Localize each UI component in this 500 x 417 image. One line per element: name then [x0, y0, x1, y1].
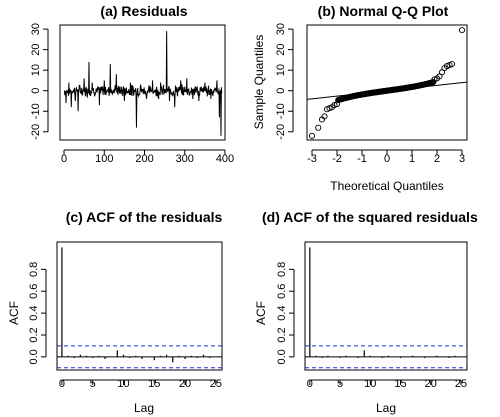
acf-residuals-x-tick-label: 20: [179, 378, 191, 390]
qq-y-tick-label: -20: [275, 124, 287, 140]
qq-y-tick-label: 20: [275, 44, 287, 56]
acf-squared-y-tick-label: 0.2: [276, 327, 288, 342]
qq-point: [308, 132, 316, 139]
qq-x-tick-label: 1: [409, 153, 415, 165]
residuals-x-tick-label: 0: [61, 153, 67, 165]
qq-ylabel: Sample Quantiles: [252, 35, 266, 130]
qq-point: [315, 124, 322, 131]
acf-squared-y-tick-label: 0.0: [276, 349, 288, 364]
panel-qq: (b) Normal Q-Q Plot Theoretical Quantile…: [252, 3, 468, 193]
acf-residuals-y-tick-label: 0.0: [28, 349, 40, 364]
qq-point: [321, 113, 328, 120]
residuals-x-tick-label: 300: [176, 153, 194, 165]
acf-squared-xlabel: Lag: [376, 401, 396, 415]
acf-residuals-y-tick-label: 0.2: [28, 327, 40, 342]
acf-residuals-y-tick-label: 0.6: [28, 284, 40, 299]
qq-xlabel: Theoretical Quantiles: [330, 179, 443, 193]
acf-residuals-x-tick-label: 10: [117, 378, 129, 390]
qq-y-tick-label: 30: [275, 23, 287, 35]
acf-squared-x-tick-label: 25: [455, 378, 467, 390]
acf-residuals-ylabel: ACF: [7, 301, 21, 325]
qq-point: [448, 60, 456, 68]
qq-x-tick-label: 3: [459, 153, 465, 165]
acf-residuals-xlabel: Lag: [134, 401, 154, 415]
acf-squared-y-tick-label: 0.4: [276, 305, 288, 320]
acf-residuals-y-tick-label: 0.4: [28, 305, 40, 320]
qq-x-tick-label: 0: [384, 153, 390, 165]
acf-residuals-x-tick-label: 0: [59, 378, 65, 390]
qq-x-tick-label: -1: [357, 153, 367, 165]
acf-residuals-y-tick-label: 0.8: [28, 262, 40, 277]
qq-y-tick-label: 0: [275, 88, 287, 94]
qq-plot-box: [306, 24, 468, 141]
qq-y-tick-label: -10: [275, 103, 287, 119]
residuals-y-tick-label: -10: [30, 103, 42, 119]
acf-squared-x-tick-label: 5: [337, 378, 343, 390]
residuals-x-tick-label: 200: [135, 153, 153, 165]
acf-squared-x-tick-label: 0: [307, 378, 313, 390]
acf-squared-plot-box: [304, 241, 468, 371]
acf-squared-ylabel: ACF: [254, 301, 268, 325]
panel-acf-squared: (d) ACF of the squared residuals Lag ACF…: [254, 209, 478, 415]
acf-squared-y-tick-label: 0.8: [276, 262, 288, 277]
residuals-y-tick-label: 20: [30, 44, 42, 56]
acf-squared-y-tick-label: 0.6: [276, 284, 288, 299]
acf-residuals-title: (c) ACF of the residuals: [66, 209, 223, 225]
residuals-y-tick-label: 10: [30, 64, 42, 76]
qq-y-tick-label: 10: [275, 64, 287, 76]
residuals-y-tick-label: -20: [30, 124, 42, 140]
acf-residuals-x-tick-label: 25: [210, 378, 222, 390]
residuals-plot-box: [59, 24, 226, 141]
acf-squared-title: (d) ACF of the squared residuals: [262, 209, 478, 225]
qq-x-tick-label: -3: [307, 153, 317, 165]
acf-squared-x-tick-label: 20: [425, 378, 437, 390]
acf-residuals-plot-box: [56, 241, 223, 371]
qq-point: [458, 27, 466, 34]
residuals-title: (a) Residuals: [100, 3, 187, 19]
acf-squared-x-tick-label: 15: [394, 378, 406, 390]
acf-squared-marks: 0.0 0.2 0.4 0.6 0.8 0 5 10 15 20 25: [276, 247, 467, 390]
acf-residuals-marks: 0.0 0.2 0.4 0.6 0.8 0 5 10 15 20 25: [28, 247, 222, 390]
acf-residuals-x-tick-label: 5: [90, 378, 96, 390]
residuals-y-tick-label: 30: [30, 23, 42, 35]
qq-x-tick-label: 2: [434, 153, 440, 165]
panel-acf-residuals: (c) ACF of the residuals Lag ACF 0.00.20…: [7, 209, 223, 415]
residuals-y-tick-label: 0: [30, 88, 42, 94]
acf-squared-x-tick-label: 10: [364, 378, 376, 390]
qq-point: [333, 101, 341, 108]
residuals-series-line: [63, 31, 223, 136]
acf-residuals-x-tick-label: 15: [148, 378, 160, 390]
qq-title: (b) Normal Q-Q Plot: [318, 3, 449, 19]
qq-x-tick-label: -2: [332, 153, 342, 165]
residuals-x-tick-label: 400: [216, 153, 234, 165]
residuals-x-tick-label: 100: [95, 153, 113, 165]
